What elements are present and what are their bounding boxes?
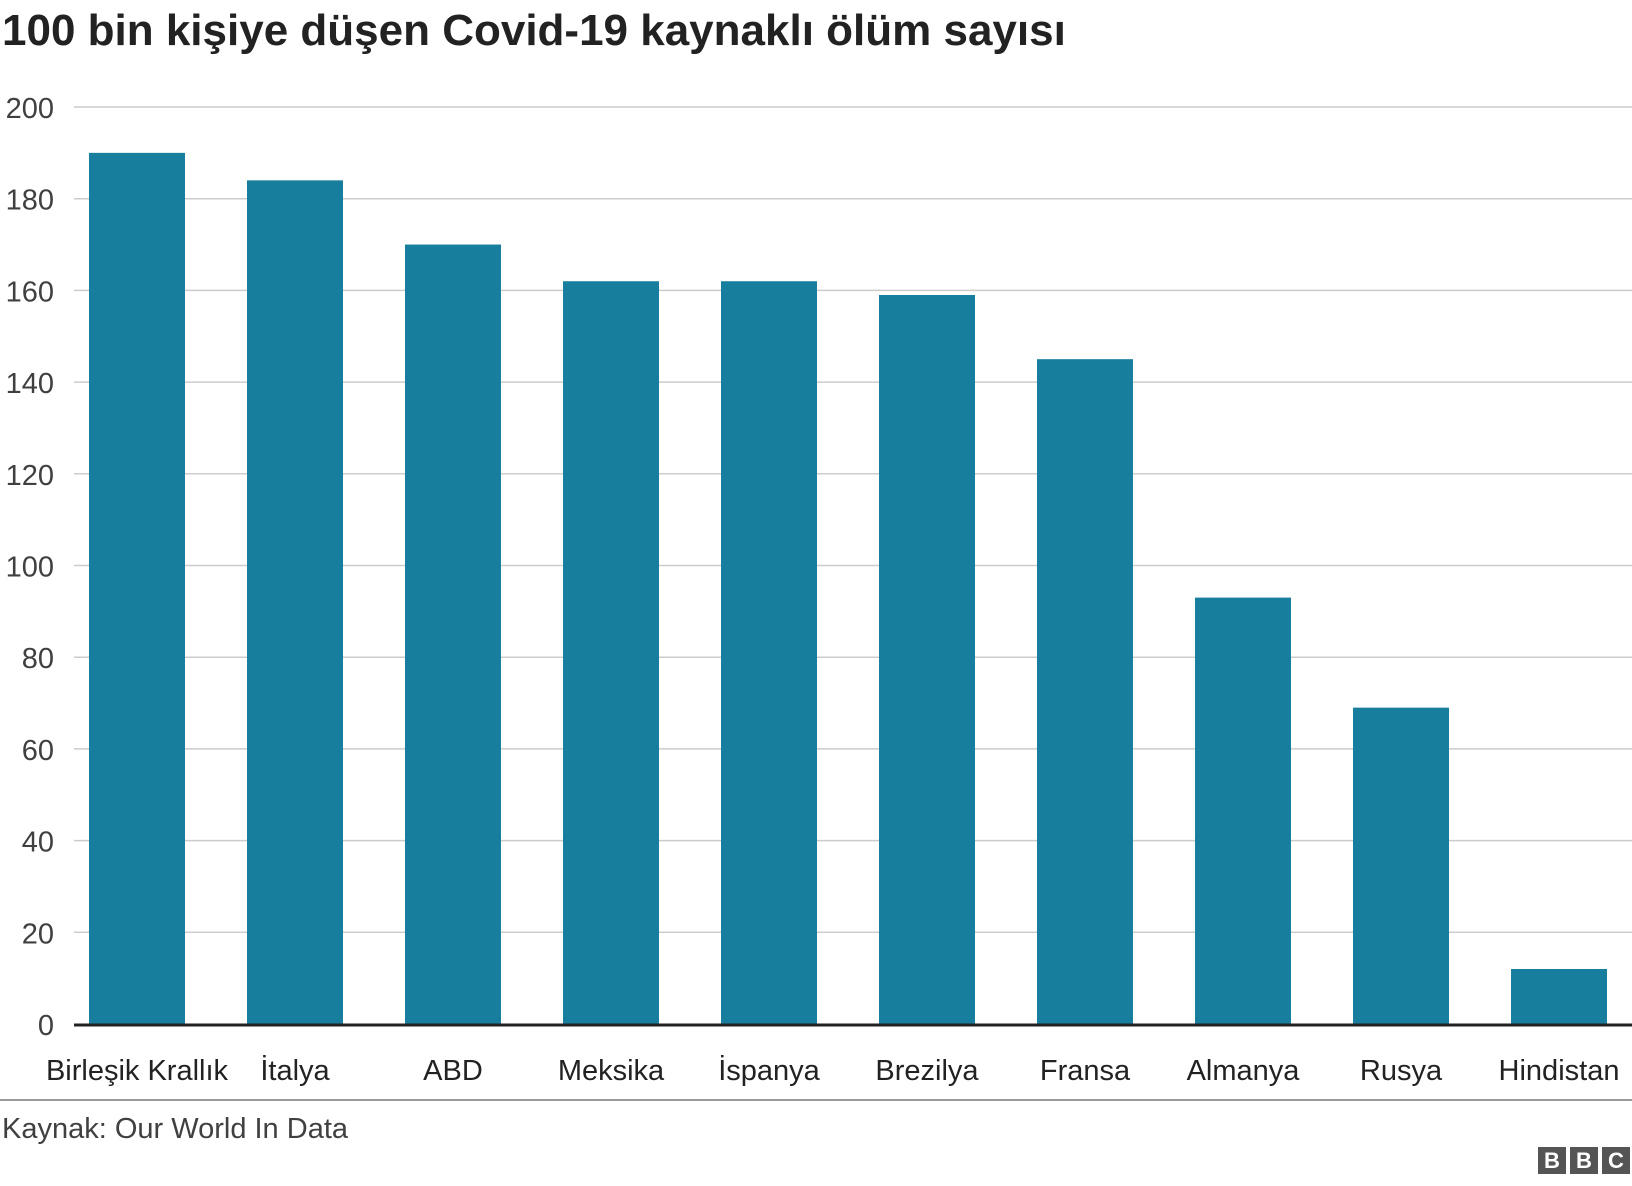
x-tick-label: Meksika [558,1055,665,1087]
x-tick-label: Rusya [1360,1055,1443,1087]
x-tick-label: Fransa [1040,1055,1131,1087]
x-tick-label: Hindistan [1499,1055,1620,1087]
y-axis-ticks: 0 20 40 60 80 100 120 140 160 180 200 [6,93,54,1042]
x-tick-label: Brezilya [875,1055,979,1087]
bar [247,180,343,1025]
y-tick-label: 200 [6,93,54,125]
bar [89,152,185,1025]
y-tick-label: 80 [22,643,54,675]
x-tick-label: ABD [423,1055,483,1087]
bar [1037,359,1133,1024]
bar [721,281,817,1025]
x-tick-label: İtalya [260,1054,330,1087]
bar [405,244,501,1025]
source-text: Kaynak: Our World In Data [2,1113,349,1145]
x-tick-label: Almanya [1187,1055,1301,1087]
y-tick-label: 180 [6,185,54,217]
chart-title: 100 bin kişiye düşen Covid-19 kaynaklı ö… [2,6,1066,55]
y-tick-label: 20 [22,918,54,950]
logo-letter: B [1570,1147,1598,1174]
y-tick-label: 60 [22,735,54,767]
x-tick-label: İspanya [718,1054,820,1087]
logo-letter: B [1538,1147,1566,1174]
bar-chart: 0 20 40 60 80 100 120 140 160 180 200 Birleşik Kra… [6,93,1632,1087]
bar [879,294,975,1024]
bar [1195,597,1291,1024]
y-tick-label: 160 [6,276,54,308]
y-tick-label: 120 [6,460,54,492]
footer-divider [0,1099,1632,1101]
y-tick-label: 140 [6,368,54,400]
bbc-logo: B B C [1538,1147,1630,1174]
y-tick-label: 40 [22,827,54,859]
bars [89,152,1607,1025]
bar [563,281,659,1025]
bar [1353,707,1449,1024]
bar [1511,968,1607,1024]
logo-letter: C [1602,1147,1630,1174]
x-axis-labels: Birleşik Krallık İtalya ABD Meksika İspanya B… [46,1054,1620,1087]
y-tick-label: 100 [6,552,54,584]
x-tick-label: Birleşik Krallık [46,1055,229,1087]
y-tick-label: 0 [38,1010,54,1042]
